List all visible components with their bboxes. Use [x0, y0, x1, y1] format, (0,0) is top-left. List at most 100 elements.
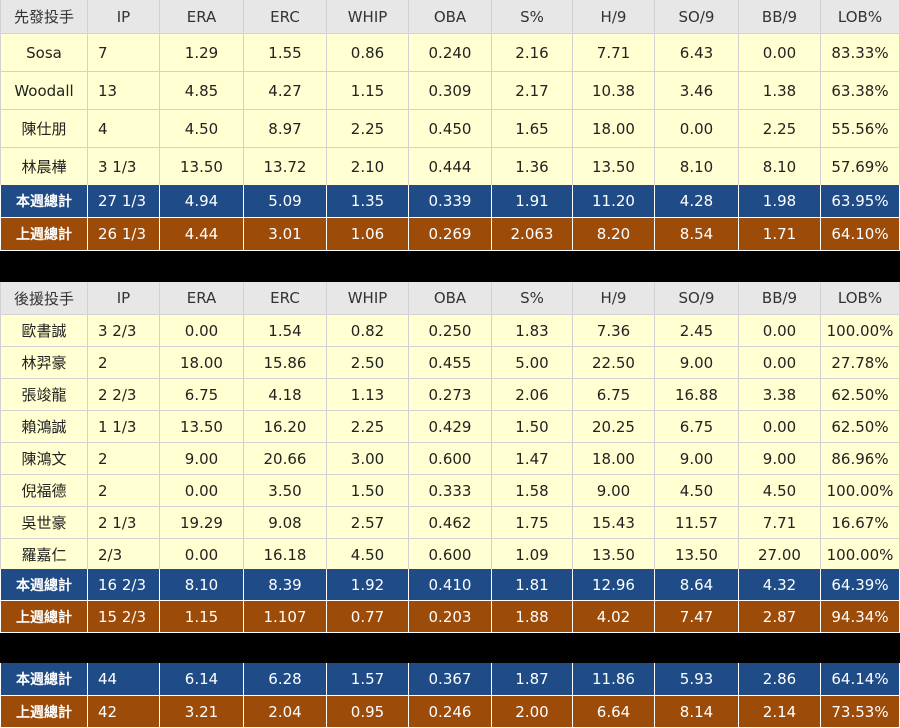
stat-cell: 1.83: [492, 315, 573, 347]
stat-cell: 13.50: [573, 539, 655, 571]
stat-cell: 7.71: [739, 507, 821, 539]
stat-cell: 1.06: [327, 218, 409, 251]
column-header: ERA: [160, 0, 244, 34]
stat-cell: 2.25: [739, 110, 821, 148]
pitcher-name: Woodall: [0, 72, 88, 110]
stat-cell: 64.10%: [821, 218, 900, 251]
stat-cell: 2.25: [327, 110, 409, 148]
stat-cell: 27 1/3: [88, 185, 160, 218]
stat-cell: 0.450: [409, 110, 492, 148]
stat-cell: 3 1/3: [88, 148, 160, 186]
stat-cell: 18.00: [160, 347, 244, 379]
table-row: 林晨樺 3 1/3 13.50 13.72 2.10 0.444 1.36 13.50 8.10…: [0, 148, 900, 186]
stat-cell: 9.00: [573, 475, 655, 507]
stat-cell: 16.88: [655, 379, 739, 411]
stat-cell: 2 2/3: [88, 379, 160, 411]
stat-cell: 1.35: [327, 185, 409, 218]
stat-cell: 5.93: [655, 663, 739, 696]
stat-cell: 18.00: [573, 443, 655, 475]
table-row: 陳鴻文 2 9.00 20.66 3.00 0.600 1.47 18.00 9.00 9.00 8…: [0, 443, 900, 475]
stat-cell: 11.20: [573, 185, 655, 218]
pitcher-name: 吳世豪: [0, 507, 88, 539]
stat-cell: 1.81: [492, 569, 573, 601]
stat-cell: 7: [88, 34, 160, 72]
stat-cell: 5.00: [492, 347, 573, 379]
stat-cell: 3.00: [327, 443, 409, 475]
total-label: 本週總計: [0, 185, 88, 218]
table-row: 吳世豪 2 1/3 19.29 9.08 2.57 0.462 1.75 15.43 11.57…: [0, 507, 900, 539]
stat-cell: 3.01: [244, 218, 327, 251]
stat-cell: 6.75: [655, 411, 739, 443]
stat-cell: 8.10: [160, 569, 244, 601]
stat-cell: 2.00: [492, 696, 573, 728]
stat-cell: 0.86: [327, 34, 409, 72]
column-header: IP: [88, 0, 160, 34]
stat-cell: 20.25: [573, 411, 655, 443]
stat-cell: 0.77: [327, 601, 409, 633]
last-week-total-row: 上週總計 15 2/3 1.15 1.107 0.77 0.203 1.88 4.02 7.47…: [0, 601, 900, 633]
stat-cell: 2.04: [244, 696, 327, 728]
stat-cell: 11.86: [573, 663, 655, 696]
stat-cell: 4.32: [739, 569, 821, 601]
stat-cell: 1.09: [492, 539, 573, 571]
stat-cell: 73.53%: [821, 696, 900, 728]
stat-cell: 11.57: [655, 507, 739, 539]
stat-cell: 0.600: [409, 443, 492, 475]
stat-cell: 4.50: [655, 475, 739, 507]
column-header: H/9: [573, 282, 655, 315]
stat-cell: 13.50: [573, 148, 655, 186]
stat-cell: 44: [88, 663, 160, 696]
stat-cell: 6.28: [244, 663, 327, 696]
column-header: WHIP: [327, 282, 409, 315]
stat-cell: 1.55: [244, 34, 327, 72]
total-label: 上週總計: [0, 218, 88, 251]
column-header: BB/9: [739, 0, 821, 34]
stat-cell: 6.75: [160, 379, 244, 411]
stat-cell: 2.14: [739, 696, 821, 728]
stat-cell: 64.39%: [821, 569, 900, 601]
stat-cell: 94.34%: [821, 601, 900, 633]
stat-cell: 8.14: [655, 696, 739, 728]
stat-cell: 1.54: [244, 315, 327, 347]
stat-cell: 0.00: [739, 347, 821, 379]
stat-cell: 100.00%: [821, 539, 900, 571]
stat-cell: 2.10: [327, 148, 409, 186]
pitcher-name: 林羿豪: [0, 347, 88, 379]
stat-cell: 1.15: [327, 72, 409, 110]
stat-cell: 15 2/3: [88, 601, 160, 633]
stat-cell: 13.50: [655, 539, 739, 571]
stat-cell: 3.21: [160, 696, 244, 728]
column-header: LOB%: [821, 282, 900, 315]
stat-cell: 0.309: [409, 72, 492, 110]
stat-cell: 4.94: [160, 185, 244, 218]
column-header: IP: [88, 282, 160, 315]
stat-cell: 1.88: [492, 601, 573, 633]
table-row: Woodall 13 4.85 4.27 1.15 0.309 2.17 10.38 3.46 1…: [0, 72, 900, 110]
table-row: 陳仕朋 4 4.50 8.97 2.25 0.450 1.65 18.00 0.00 2.25 55…: [0, 110, 900, 148]
table-row: 林羿豪 2 18.00 15.86 2.50 0.455 5.00 22.50 9.00 0.00…: [0, 347, 900, 379]
stat-cell: 9.08: [244, 507, 327, 539]
stat-cell: 8.54: [655, 218, 739, 251]
table-row: 歐書誠 3 2/3 0.00 1.54 0.82 0.250 1.83 7.36 2.45 0.0…: [0, 315, 900, 347]
stat-cell: 2.25: [327, 411, 409, 443]
column-header: WHIP: [327, 0, 409, 34]
stat-cell: 20.66: [244, 443, 327, 475]
stat-cell: 1.65: [492, 110, 573, 148]
stat-cell: 0.00: [739, 315, 821, 347]
stat-cell: 1.15: [160, 601, 244, 633]
stat-cell: 15.43: [573, 507, 655, 539]
stat-cell: 3 2/3: [88, 315, 160, 347]
stat-cell: 0.333: [409, 475, 492, 507]
stat-cell: 2.17: [492, 72, 573, 110]
stat-cell: 2.50: [327, 347, 409, 379]
section-divider: [0, 251, 900, 282]
this-week-total-row: 本週總計 27 1/3 4.94 5.09 1.35 0.339 1.91 11.20 4.28…: [0, 185, 900, 218]
stat-cell: 0.410: [409, 569, 492, 601]
header-row: 後援投手 IP ERA ERC WHIP OBA S% H/9 SO/9 BB/9 LOB%: [0, 282, 900, 315]
stat-cell: 1.50: [492, 411, 573, 443]
stat-cell: 0.429: [409, 411, 492, 443]
column-header: BB/9: [739, 282, 821, 315]
stat-cell: 10.38: [573, 72, 655, 110]
stat-cell: 0.250: [409, 315, 492, 347]
pitcher-name: 羅嘉仁: [0, 539, 88, 571]
